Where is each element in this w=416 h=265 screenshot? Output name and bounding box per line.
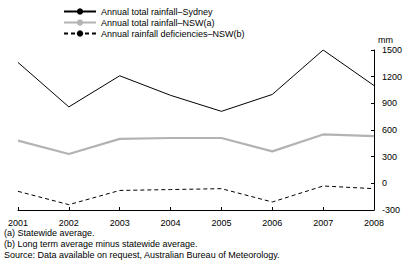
svg-text:2004: 2004 xyxy=(161,218,181,228)
svg-text:900: 900 xyxy=(382,98,397,108)
svg-text:(a) Statewide average.: (a) Statewide average. xyxy=(4,228,95,238)
svg-text:2003: 2003 xyxy=(110,218,130,228)
svg-text:1500: 1500 xyxy=(382,45,402,55)
svg-text:2007: 2007 xyxy=(313,218,333,228)
svg-text:2008: 2008 xyxy=(364,218,384,228)
svg-text:0: 0 xyxy=(382,178,387,188)
svg-text:Annual total rainfall–NSW(a): Annual total rainfall–NSW(a) xyxy=(101,18,215,28)
svg-text:2006: 2006 xyxy=(262,218,282,228)
svg-text:1200: 1200 xyxy=(382,72,402,82)
svg-text:300: 300 xyxy=(382,152,397,162)
svg-text:mm: mm xyxy=(378,35,393,45)
svg-text:Annual rainfall deficiencies–N: Annual rainfall deficiencies–NSW(b) xyxy=(101,29,245,39)
svg-text:(b) Long term average minus st: (b) Long term average minus statewide av… xyxy=(4,239,198,249)
svg-text:Annual total rainfall–Sydney: Annual total rainfall–Sydney xyxy=(101,7,213,17)
svg-text:2001: 2001 xyxy=(8,218,28,228)
svg-text:2005: 2005 xyxy=(211,218,231,228)
svg-text:2002: 2002 xyxy=(59,218,79,228)
svg-text:-300: -300 xyxy=(382,205,400,215)
svg-text:Source: Data available on requ: Source: Data available on request, Austr… xyxy=(4,250,280,260)
svg-text:600: 600 xyxy=(382,125,397,135)
